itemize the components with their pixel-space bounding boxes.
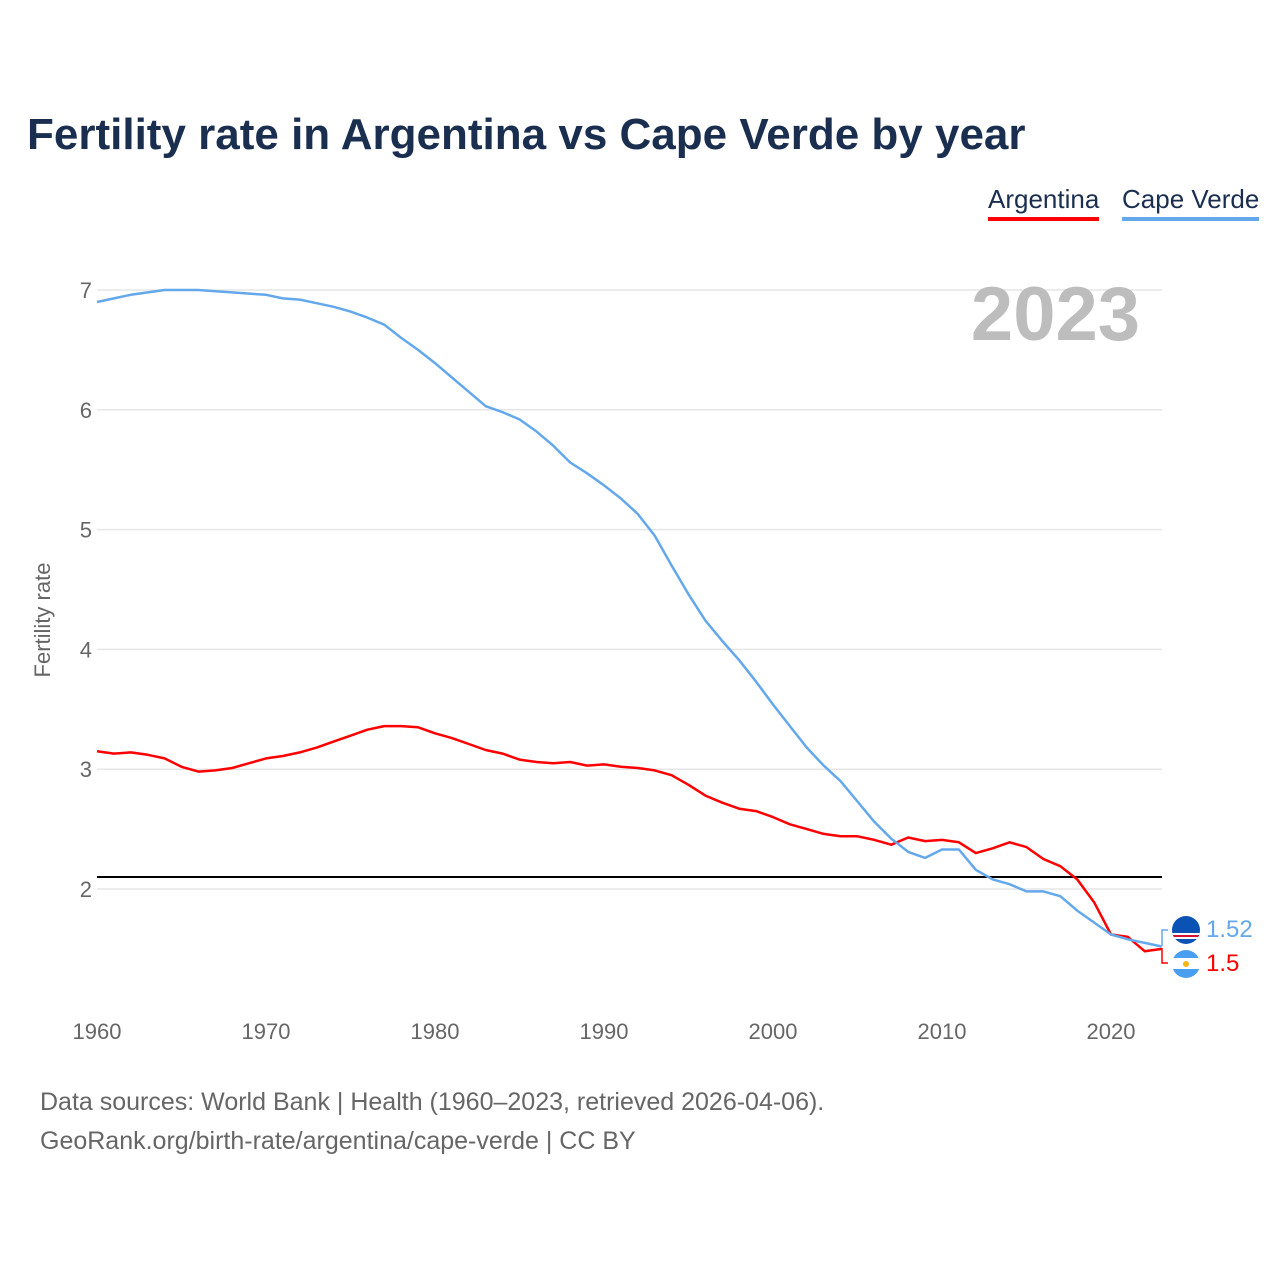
legend-argentina[interactable]: Argentina — [988, 184, 1100, 221]
series-line-cape-verde[interactable] — [96, 288, 1162, 948]
x-tick-label: 1970 — [242, 1019, 291, 1044]
series-line-argentina[interactable] — [96, 724, 1162, 953]
y-tick-label: 6 — [80, 398, 92, 423]
x-tick-label: 1990 — [580, 1019, 629, 1044]
cape-verde-end-label: 1.52 — [1206, 916, 1253, 943]
argentina-flag-icon — [1172, 950, 1200, 978]
x-tick-label: 2000 — [749, 1019, 798, 1044]
current-year-label: 2023 — [971, 272, 1140, 357]
x-tick-label: 2020 — [1087, 1019, 1136, 1044]
legend-cape-verde[interactable]: Cape Verde — [1122, 184, 1260, 221]
argentina-end-label: 1.5 — [1206, 950, 1239, 977]
y-tick-label: 2 — [80, 877, 92, 902]
source-url-note[interactable]: GeoRank.org/birth-rate/argentina/cape-ve… — [40, 1127, 636, 1155]
x-tick-label: 1980 — [411, 1019, 460, 1044]
cape-verde-flag-icon — [1172, 916, 1200, 944]
y-axis-label: Fertility rate — [30, 563, 55, 678]
chart-title: Fertility rate in Argentina vs Cape Verd… — [27, 110, 1026, 159]
y-tick-label: 3 — [80, 757, 92, 782]
y-tick-label: 7 — [80, 278, 92, 303]
argentina-end-connector — [1161, 948, 1168, 964]
cape-verde-end-connector — [1161, 929, 1168, 946]
x-tick-label: 2010 — [918, 1019, 967, 1044]
data-source-note: Data sources: World Bank | Health (1960–… — [40, 1088, 825, 1116]
x-tick-label: 1960 — [73, 1019, 122, 1044]
y-tick-label: 5 — [80, 518, 92, 543]
y-tick-label: 4 — [80, 637, 92, 662]
